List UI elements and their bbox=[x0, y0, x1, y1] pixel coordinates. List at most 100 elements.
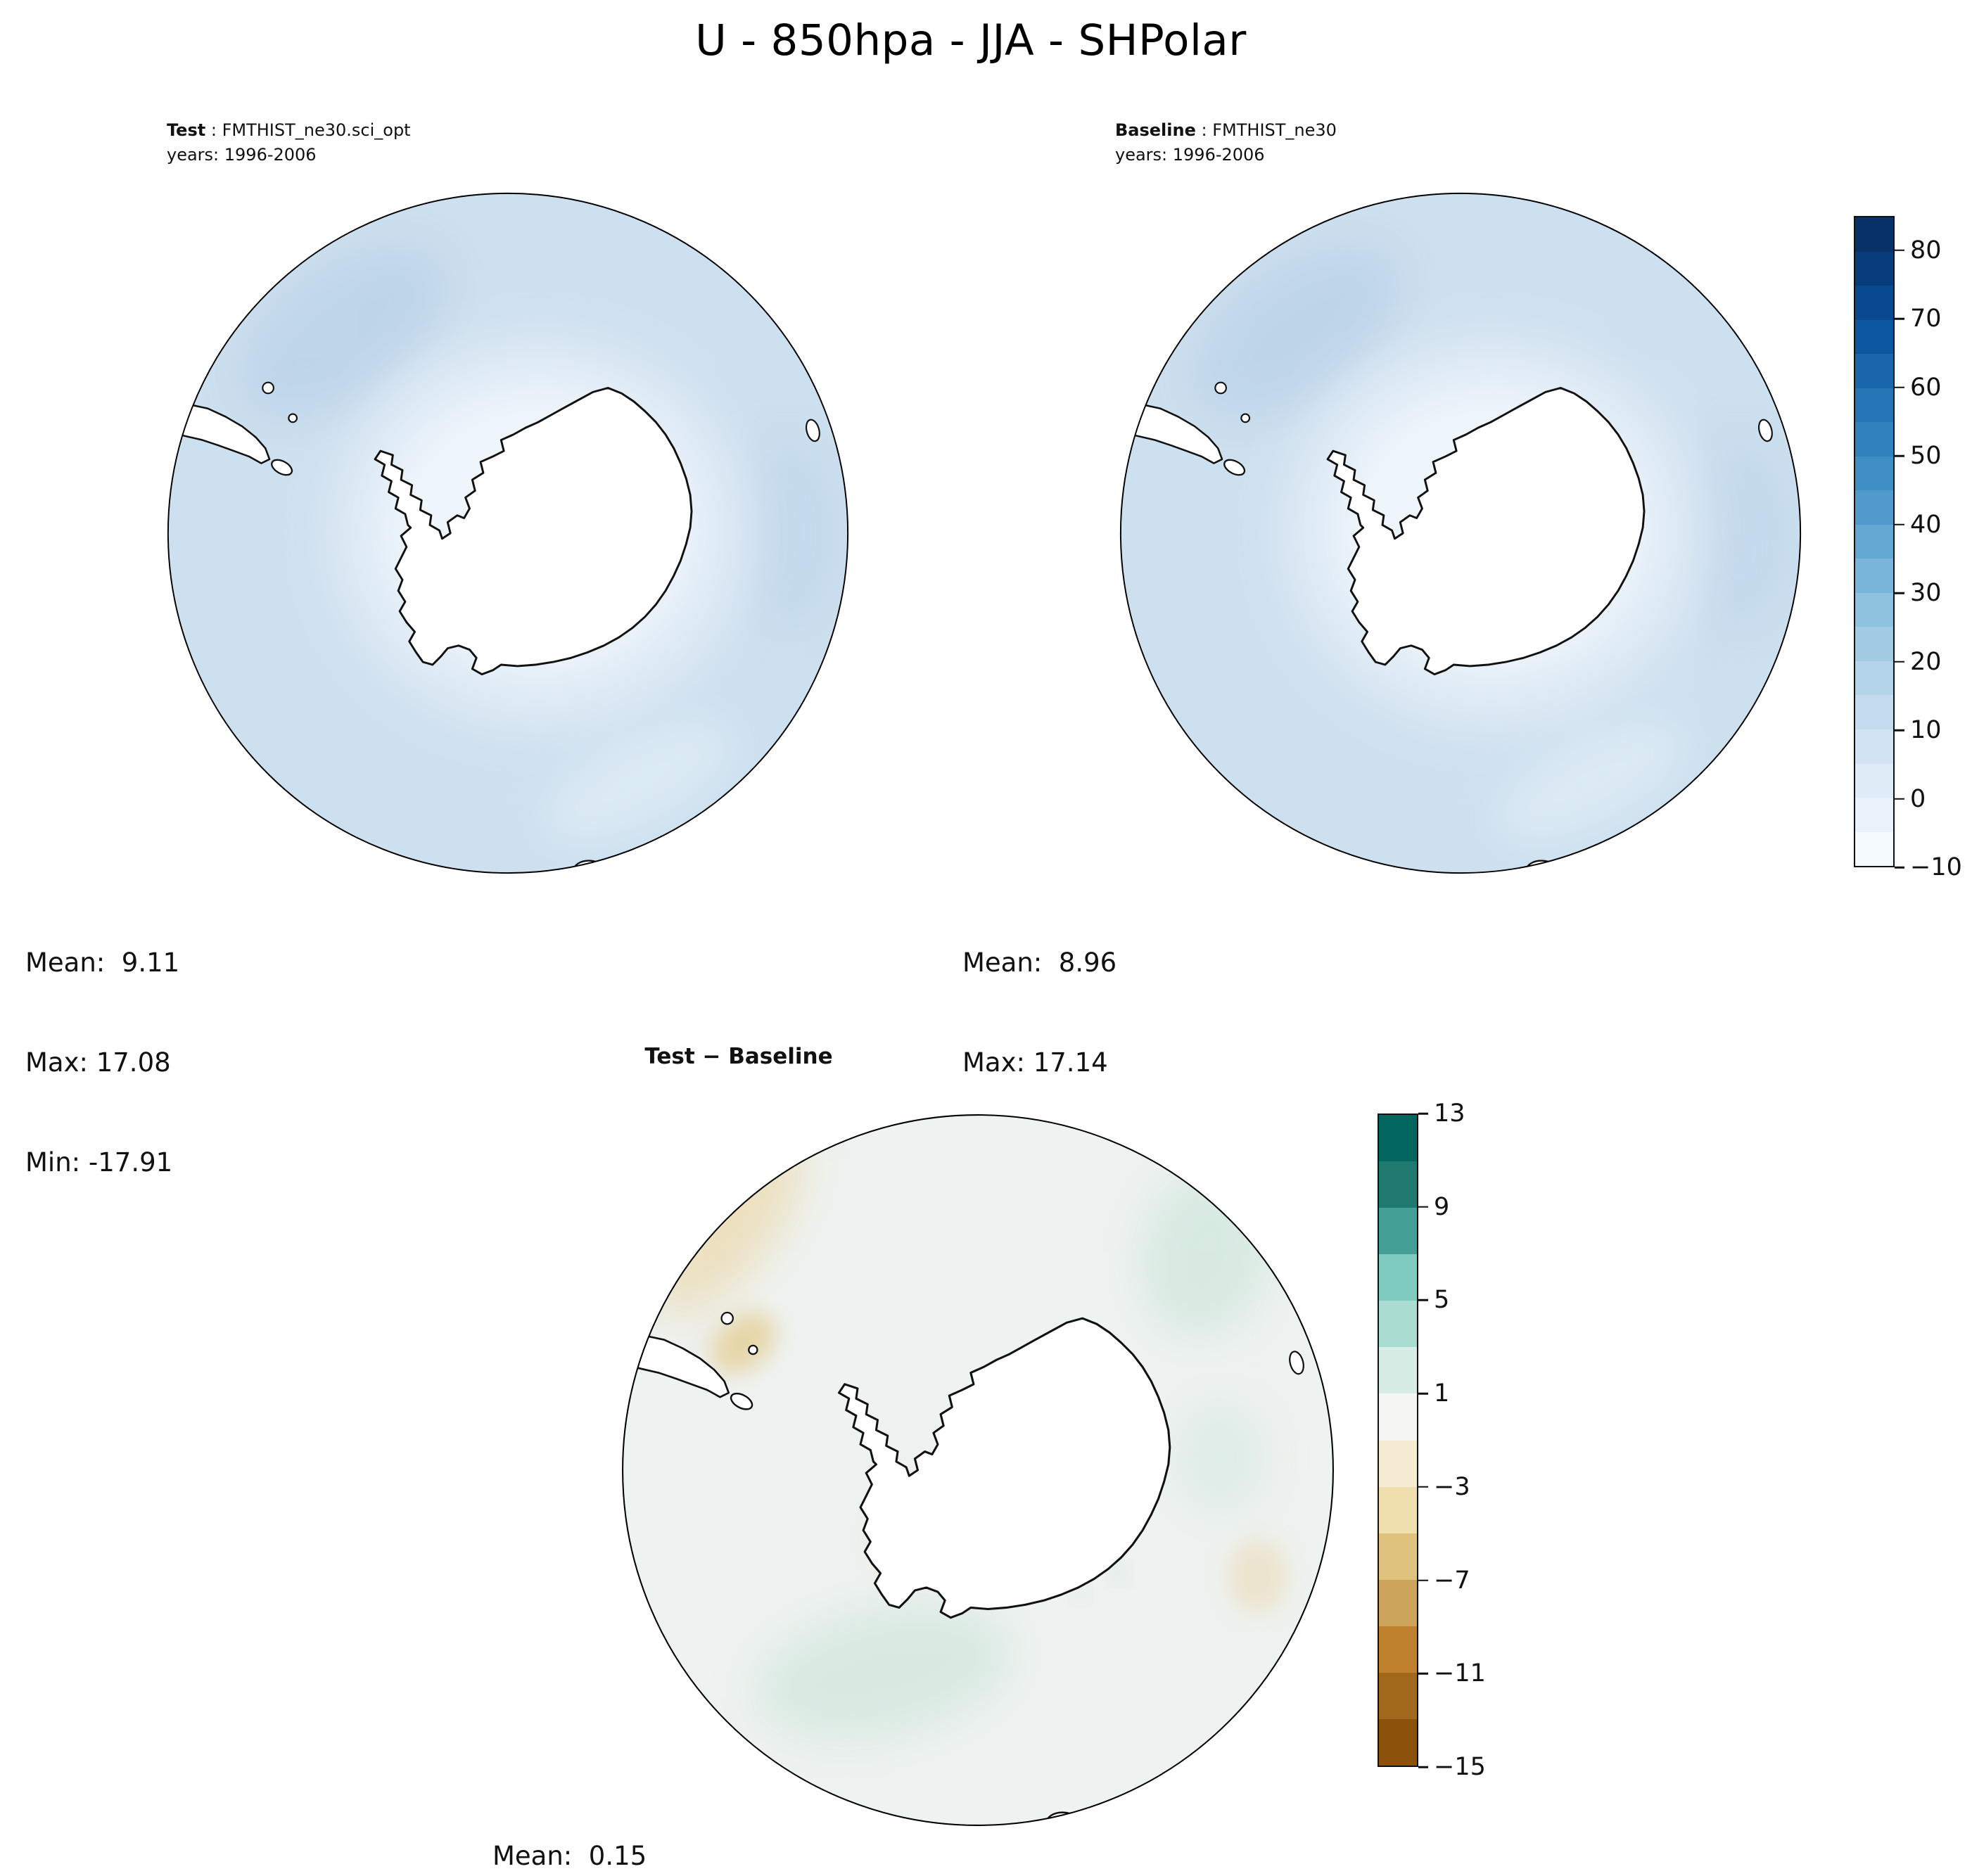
test-years: years: 1996-2006 bbox=[167, 144, 317, 165]
colorbar-tick-label: 0 bbox=[1910, 784, 1926, 813]
colorbar-segment bbox=[1855, 559, 1893, 593]
map-baseline-ocean-field bbox=[1120, 193, 1801, 874]
test-separator: : bbox=[205, 120, 222, 140]
colorbar-tick bbox=[1418, 1299, 1428, 1301]
diff-panel-title: Test − Baseline bbox=[644, 1044, 833, 1069]
colorbar-segment bbox=[1855, 831, 1893, 867]
colorbar-segment bbox=[1379, 1672, 1417, 1720]
test-stats: Mean: 9.11 Max: 17.08 Min: -17.91 bbox=[25, 879, 179, 1246]
colorbar-segment bbox=[1379, 1347, 1417, 1394]
colorbar-tick bbox=[1418, 1112, 1428, 1115]
map-diff bbox=[622, 1114, 1334, 1826]
colorbar-main: 80 70 60 50 40 30 20 10 0 −10 bbox=[1854, 216, 1962, 881]
colorbar-tick-label: 1 bbox=[1434, 1379, 1450, 1408]
colorbar-segment bbox=[1379, 1440, 1417, 1487]
colorbar-segment bbox=[1855, 798, 1893, 832]
colorbar-tick bbox=[1418, 1579, 1428, 1581]
colorbar-segment bbox=[1855, 354, 1893, 388]
map-baseline bbox=[1119, 192, 1802, 874]
colorbar-tick-label: 5 bbox=[1434, 1286, 1450, 1315]
diff-stat-mean: Mean: 0.15 bbox=[492, 1840, 647, 1871]
colorbar-tick-label: 20 bbox=[1910, 647, 1942, 676]
map-boundary-circle bbox=[1119, 192, 1802, 874]
colorbar-diff: 13 9 5 1 −3 −7 −11 −15 bbox=[1378, 1099, 1486, 1781]
colorbar-segment bbox=[1855, 422, 1893, 457]
baseline-run-name: FMTHIST_ne30 bbox=[1212, 120, 1337, 140]
colorbar-segment bbox=[1379, 1486, 1417, 1533]
colorbar-tick bbox=[1418, 1673, 1428, 1675]
colorbar-tick-label: −10 bbox=[1910, 853, 1962, 881]
colorbar-tick-label: −7 bbox=[1434, 1566, 1470, 1595]
baseline-label: Baseline bbox=[1115, 120, 1196, 140]
baseline-stat-max: Max: 17.14 bbox=[962, 1047, 1108, 1078]
colorbar-diff-bar bbox=[1378, 1114, 1418, 1767]
colorbar-segment bbox=[1379, 1301, 1417, 1348]
colorbar-segment bbox=[1379, 1161, 1417, 1208]
colorbar-tick bbox=[1895, 386, 1904, 388]
colorbar-segment bbox=[1855, 319, 1893, 355]
colorbar-tick-label: 70 bbox=[1910, 305, 1942, 333]
map-test-ocean-field bbox=[167, 193, 848, 874]
colorbar-tick bbox=[1895, 249, 1904, 251]
map-boundary-circle bbox=[167, 192, 849, 874]
colorbar-segment bbox=[1379, 1393, 1417, 1441]
baseline-panel-header: Baseline : FMTHIST_ne30 years: 1996-2006 bbox=[1115, 118, 1337, 167]
colorbar-tick-label: −15 bbox=[1434, 1753, 1486, 1781]
baseline-separator: : bbox=[1195, 120, 1213, 140]
colorbar-tick-label: 80 bbox=[1910, 236, 1942, 264]
colorbar-segment bbox=[1855, 729, 1893, 764]
colorbar-tick bbox=[1418, 1766, 1428, 1768]
colorbar-tick bbox=[1895, 866, 1904, 869]
colorbar-segment bbox=[1855, 524, 1893, 559]
colorbar-segment bbox=[1855, 286, 1893, 320]
colorbar-segment bbox=[1379, 1254, 1417, 1301]
test-stat-mean: Mean: 9.11 bbox=[25, 947, 180, 978]
colorbar-segment bbox=[1379, 1579, 1417, 1626]
baseline-stat-mean: Mean: 8.96 bbox=[962, 947, 1117, 978]
colorbar-tick-label: 9 bbox=[1434, 1192, 1450, 1221]
colorbar-segment bbox=[1855, 592, 1893, 627]
colorbar-tick-label: 13 bbox=[1434, 1099, 1465, 1128]
colorbar-segment bbox=[1855, 661, 1893, 696]
colorbar-segment bbox=[1855, 456, 1893, 491]
baseline-years: years: 1996-2006 bbox=[1115, 144, 1265, 165]
colorbar-tick-label: 30 bbox=[1910, 579, 1942, 608]
test-stat-max: Max: 17.08 bbox=[25, 1047, 171, 1078]
colorbar-tick-label: 40 bbox=[1910, 510, 1942, 539]
diff-stats: Mean: 0.15 Max: 2.54 Min: -1.61 bbox=[492, 1773, 647, 1876]
colorbar-segment bbox=[1855, 251, 1893, 286]
colorbar-tick bbox=[1418, 1486, 1428, 1488]
map-test bbox=[167, 192, 849, 874]
baseline-run-line: Baseline : FMTHIST_ne30 bbox=[1115, 118, 1337, 143]
colorbar-tick bbox=[1895, 523, 1904, 525]
colorbar-segment bbox=[1379, 1115, 1417, 1162]
map-boundary-circle bbox=[622, 1114, 1334, 1826]
map-diff-ocean-field bbox=[623, 1114, 1334, 1825]
colorbar-tick bbox=[1418, 1206, 1428, 1208]
test-run-line: Test : FMTHIST_ne30.sci_opt bbox=[167, 118, 411, 143]
test-label: Test bbox=[167, 120, 206, 140]
colorbar-segment bbox=[1855, 388, 1893, 423]
colorbar-segment bbox=[1855, 763, 1893, 798]
colorbar-segment bbox=[1379, 1208, 1417, 1255]
colorbar-tick bbox=[1895, 317, 1904, 320]
colorbar-tick-label: 10 bbox=[1910, 716, 1942, 745]
colorbar-tick bbox=[1418, 1392, 1428, 1395]
colorbar-segment bbox=[1379, 1719, 1417, 1766]
colorbar-tick-label: 60 bbox=[1910, 373, 1942, 402]
colorbar-tick bbox=[1895, 661, 1904, 663]
figure-title: U - 850hpa - JJA - SHPolar bbox=[695, 15, 1247, 65]
test-stat-min: Min: -17.91 bbox=[25, 1147, 173, 1178]
colorbar-tick bbox=[1895, 454, 1904, 457]
colorbar-tick-label: −11 bbox=[1434, 1659, 1486, 1688]
colorbar-segment bbox=[1855, 217, 1893, 252]
colorbar-tick-label: −3 bbox=[1434, 1472, 1470, 1501]
colorbar-segment bbox=[1855, 490, 1893, 525]
colorbar-tick bbox=[1895, 729, 1904, 732]
test-run-name: FMTHIST_ne30.sci_opt bbox=[222, 120, 411, 140]
colorbar-segment bbox=[1379, 1626, 1417, 1673]
colorbar-segment bbox=[1379, 1533, 1417, 1580]
colorbar-segment bbox=[1855, 627, 1893, 661]
colorbar-tick-label: 50 bbox=[1910, 442, 1942, 471]
